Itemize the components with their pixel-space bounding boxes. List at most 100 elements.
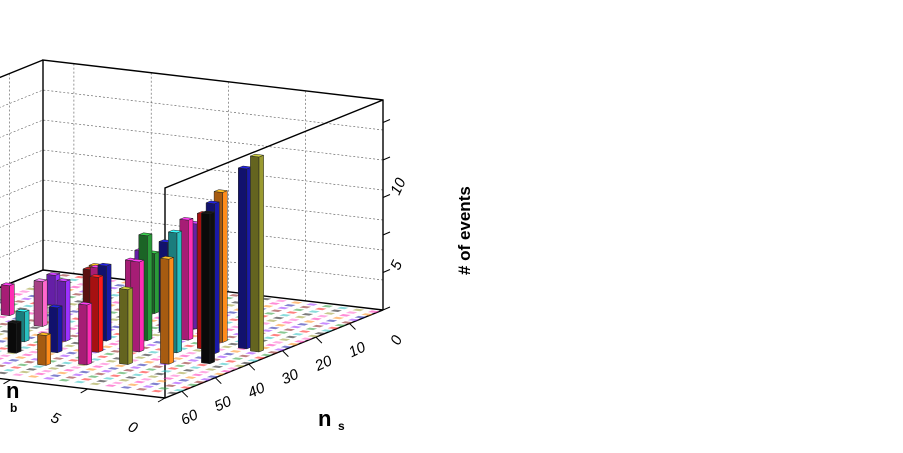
floor-tile (312, 324, 324, 328)
floor-tile (67, 278, 80, 282)
floor-tile (240, 361, 253, 365)
floor-tile (354, 315, 367, 319)
floor-tile (110, 350, 122, 353)
floor-tile (278, 338, 291, 341)
floor-tile (140, 378, 153, 381)
floor-tile (294, 340, 306, 343)
floor-tile (85, 368, 98, 371)
floor-tile (268, 302, 281, 305)
floor-tile (0, 326, 3, 328)
floor-tile (63, 344, 76, 348)
floor-tile (68, 334, 81, 338)
floor-tile (104, 384, 117, 387)
x-tick-mark (214, 377, 222, 385)
floor-tile (58, 274, 71, 277)
floor-tile (206, 375, 219, 378)
y-tick-label: 5 (48, 409, 63, 428)
floor-tile (180, 361, 193, 365)
floor-tile (0, 347, 9, 350)
floor-tile (276, 331, 289, 334)
x-axis-title-sub: s (338, 419, 345, 433)
floor-tile (191, 373, 204, 377)
bar-front-face (176, 230, 182, 354)
floor-tile (265, 319, 278, 322)
bar (179, 217, 194, 341)
floor-tile (0, 340, 7, 343)
x-tick-label: 40 (245, 379, 268, 402)
bar-front-face (45, 333, 51, 366)
floor-tile (69, 310, 81, 313)
floor-tile (229, 350, 242, 353)
floor-tile (138, 370, 151, 374)
x-tick-mark (349, 323, 356, 330)
x-tick-mark (181, 390, 189, 398)
floor-tile (151, 389, 163, 393)
floor-tile (114, 364, 126, 368)
floor-tile (59, 354, 71, 358)
bar-top-face (46, 272, 60, 276)
floor-tile (131, 373, 144, 377)
gridline-z (0, 59, 384, 101)
floor-tile (265, 343, 277, 347)
bar-front-face (214, 201, 220, 355)
floor-tile (141, 353, 153, 357)
bar-front-face (139, 259, 145, 353)
bar-side-face (0, 284, 10, 316)
z-tick-mark (382, 269, 391, 273)
floor-tile (314, 332, 326, 335)
gridline-z (0, 119, 384, 161)
floor-tile (19, 346, 32, 349)
floor-tile (166, 391, 179, 395)
floor-tile (263, 312, 276, 315)
floor-tile (227, 367, 239, 370)
floor-tile (299, 305, 312, 309)
bar-top-face (88, 274, 104, 278)
floor-tile (200, 378, 212, 381)
x-tick-label: 50 (212, 393, 235, 416)
floor-tile (61, 361, 73, 365)
bar-side-face (37, 334, 47, 366)
floor-tile (0, 350, 3, 352)
floor-tile (287, 342, 300, 346)
frame-back-left (42, 59, 384, 310)
floor-tile (176, 371, 188, 375)
x-axis-title: n s (318, 406, 345, 433)
floor-tile (275, 299, 287, 303)
floor-tile (109, 294, 121, 297)
floor-tile (49, 374, 62, 377)
bar-top-face (119, 286, 133, 290)
floor-tile (164, 384, 177, 387)
y-tick-mark (80, 388, 88, 394)
floor-tile (96, 355, 109, 358)
floor-tile (296, 323, 309, 326)
floor-tile (108, 318, 121, 321)
floor-tile (204, 368, 217, 371)
floor-tile (267, 326, 280, 330)
floor-tile (279, 314, 291, 317)
floor-tile (192, 349, 204, 352)
floor-tile (187, 359, 200, 362)
floor-tile (263, 336, 275, 340)
floor-tile (43, 377, 55, 380)
bar-top-face (130, 258, 145, 263)
floor-tile (26, 343, 38, 347)
floor-tile (290, 325, 302, 329)
x-tick-mark (315, 336, 323, 344)
floor-tile (260, 353, 273, 357)
floor-tile (32, 365, 44, 368)
floor-tile (211, 365, 224, 368)
bar-side-face (238, 167, 248, 350)
x-tick-label: 30 (279, 365, 302, 388)
bar-side-face (201, 212, 211, 365)
floor-tile (56, 371, 69, 375)
floor-tile (225, 335, 238, 339)
x-tick-label: 60 (178, 406, 201, 429)
bar-front-face (209, 211, 215, 365)
floor-tile (78, 370, 91, 374)
floor-tile (270, 309, 283, 312)
bar-top-face (238, 165, 252, 170)
gridline-z (0, 89, 384, 131)
bar-top-face (15, 308, 30, 313)
floor-tile (21, 353, 34, 357)
bar-front-face (57, 305, 63, 354)
